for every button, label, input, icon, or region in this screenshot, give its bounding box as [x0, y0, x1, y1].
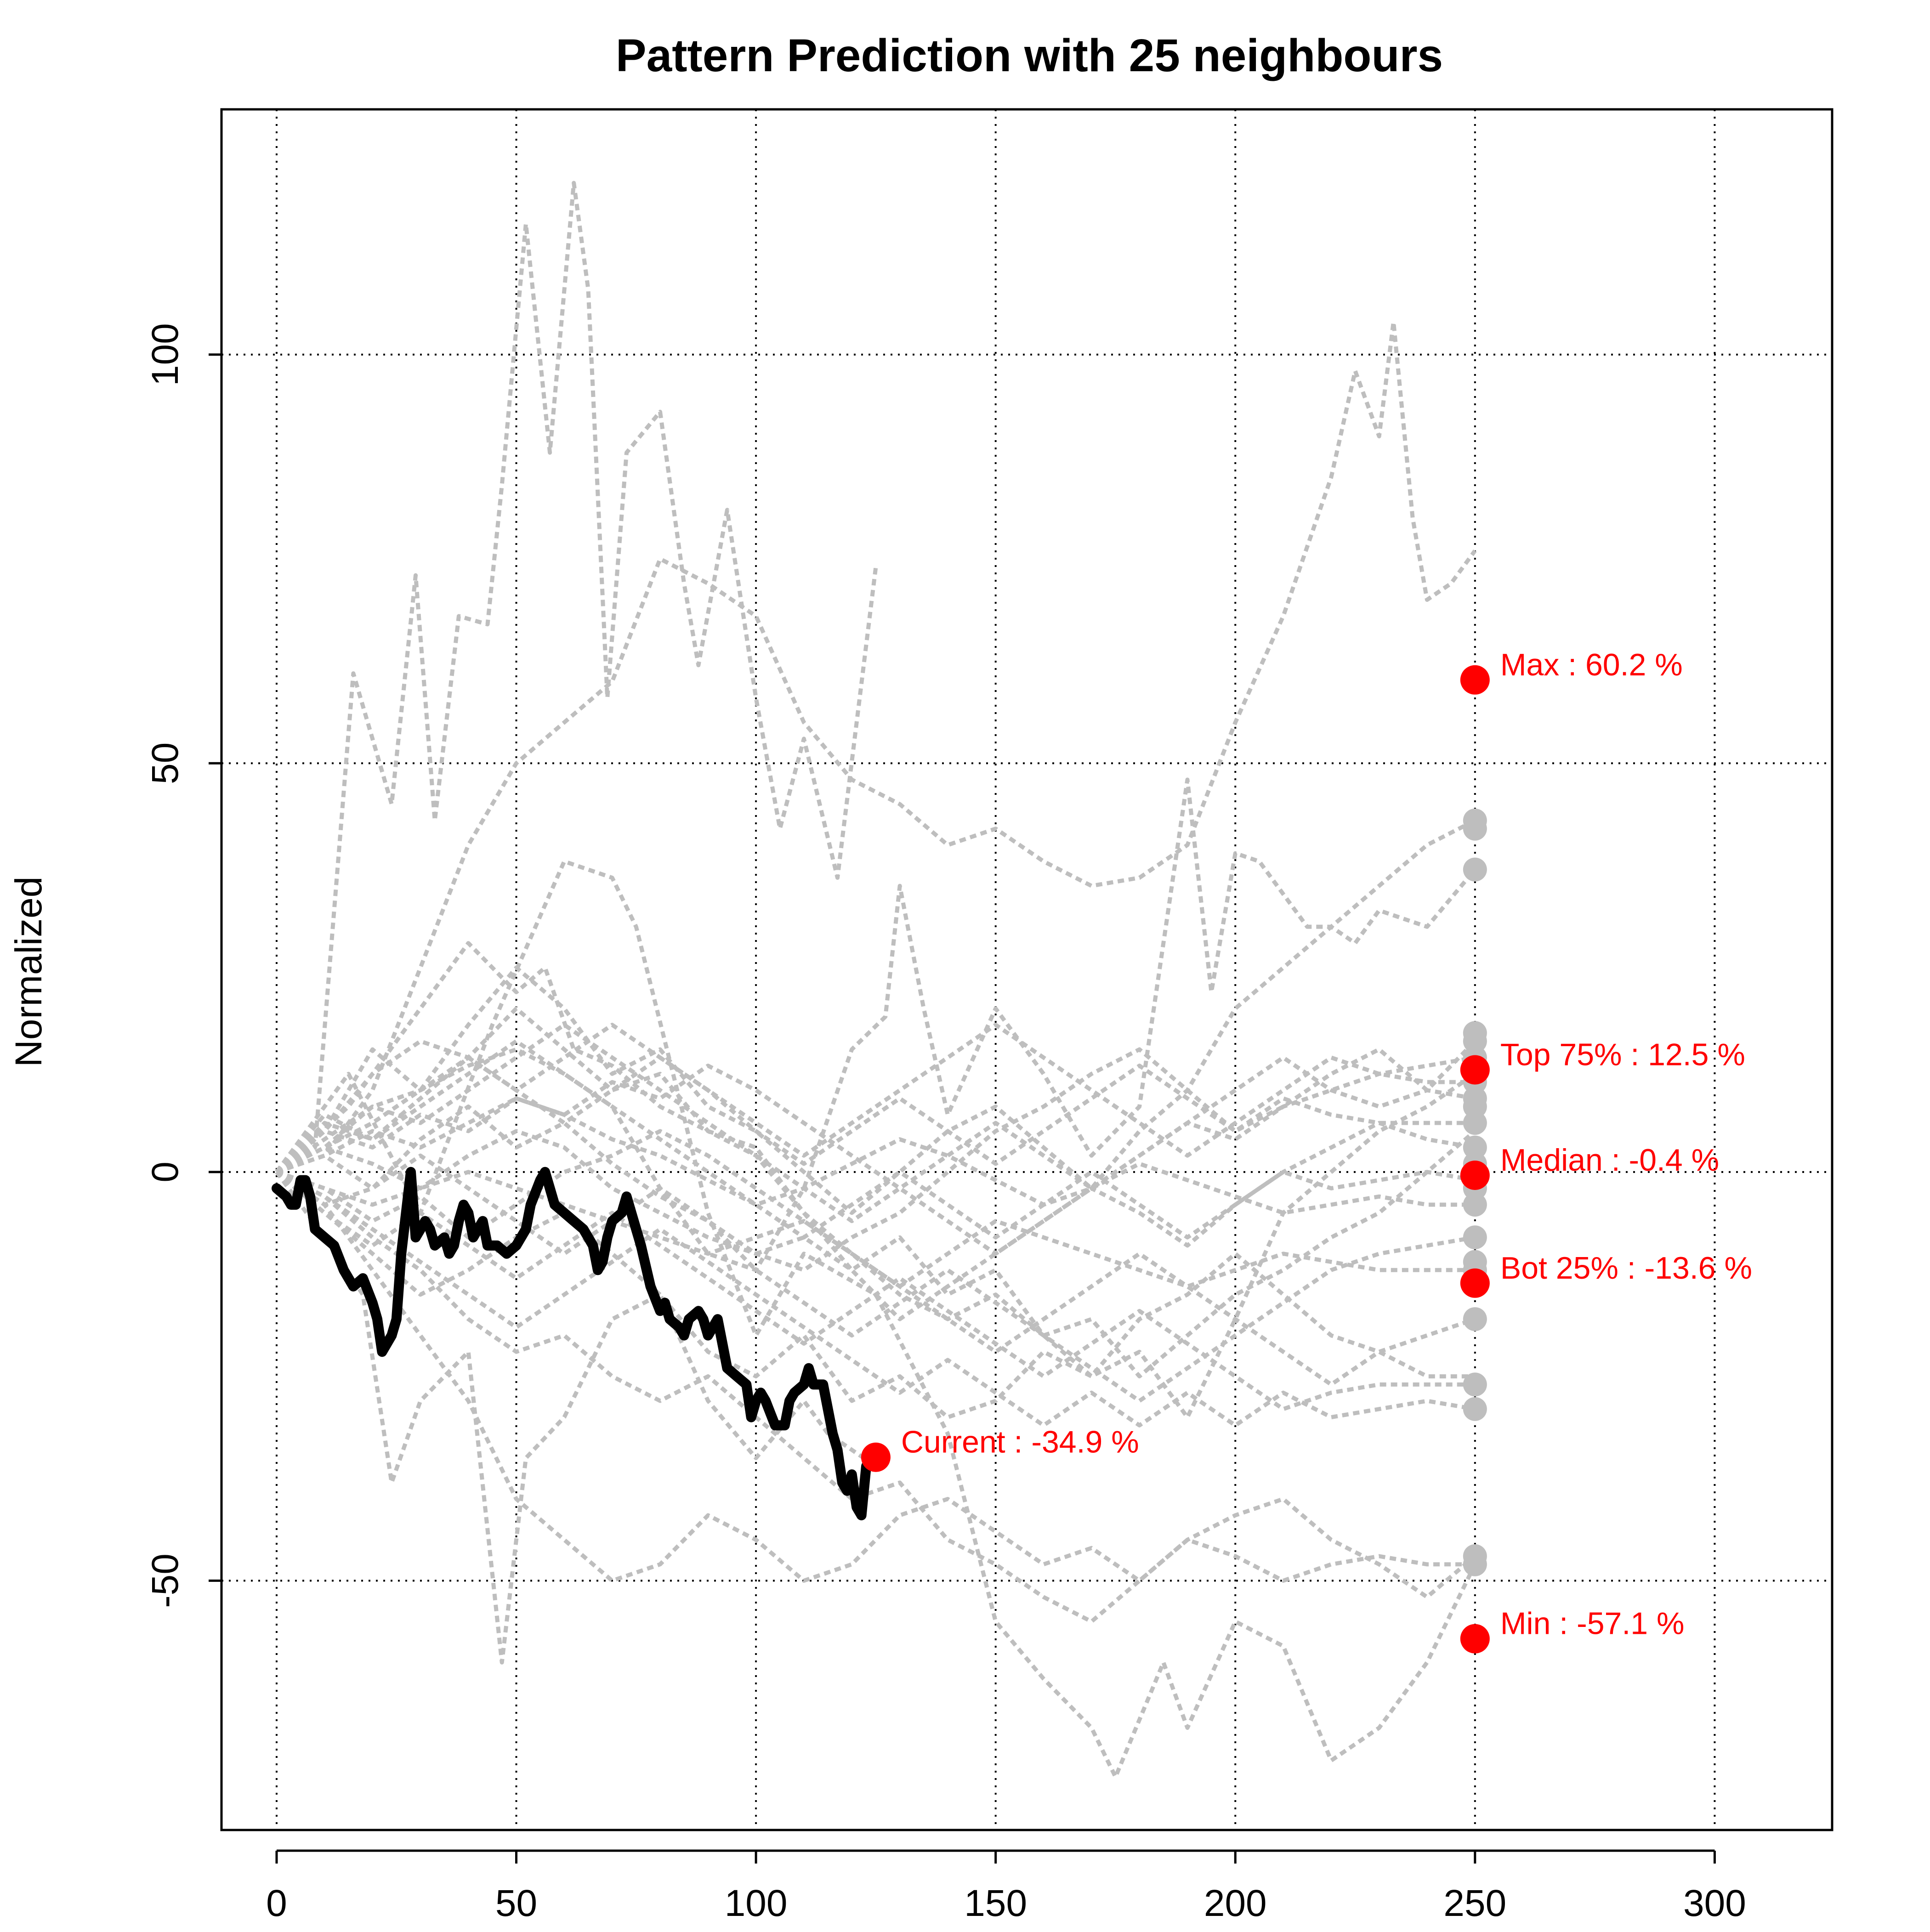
plot-frame — [220, 108, 1834, 1831]
series-neighbour-18 — [275, 1055, 1476, 1256]
y-tick-label-50: 50 — [144, 742, 186, 784]
series-current — [272, 1167, 876, 1520]
neighbour-endpoint-24 — [1463, 1552, 1487, 1576]
series-neighbour-17 — [275, 1170, 1476, 1428]
neighbour-endpoint-16 — [1463, 1192, 1487, 1217]
x-tick-label-100: 100 — [725, 1882, 788, 1924]
y-axis-label: Normalized — [8, 877, 50, 1067]
x-tick-label-200: 200 — [1204, 1882, 1267, 1924]
series-neighbour-10 — [275, 818, 1476, 1215]
series-neighbour-9 — [275, 1170, 1476, 1624]
marker-label-6: Current : -34.9 % — [901, 1425, 1139, 1460]
neighbour-endpoint-17 — [1463, 1225, 1487, 1250]
series-neighbour-14 — [275, 1153, 1476, 1403]
x-tick-label-50: 50 — [495, 1882, 537, 1924]
x-tick-label-0: 0 — [266, 1882, 287, 1924]
markers-layer: Max : 60.2 % Top 75% : 12.5 % Median : -0.… — [861, 647, 1752, 1654]
series-neighbour-4 — [275, 777, 1477, 1272]
marker-label-4: Bot 25% : -13.6 % — [1500, 1251, 1752, 1286]
chart-title: Pattern Prediction with 25 neighbours — [616, 30, 1443, 81]
series-neighbour-13 — [275, 1023, 1476, 1224]
series-neighbour-16 — [275, 1023, 1475, 1174]
x-tick-label-250: 250 — [1443, 1882, 1506, 1924]
series-neighbour-23 — [276, 320, 1477, 1174]
neighbour-endpoint-21 — [1463, 1372, 1487, 1397]
marker-point-6 — [861, 1442, 891, 1472]
x-tick-label-150: 150 — [964, 1882, 1027, 1924]
series-neighbour-20 — [276, 1096, 1475, 1215]
marker-point-4 — [1460, 1268, 1490, 1298]
neighbour-endpoint-22 — [1463, 1397, 1487, 1421]
marker-point-1 — [1460, 665, 1490, 695]
series-neighbour-22 — [275, 1170, 1475, 1411]
marker-point-5 — [1460, 1624, 1490, 1654]
marker-label-3: Median : -0.4 % — [1500, 1143, 1719, 1178]
x-tick-label-300: 300 — [1683, 1882, 1746, 1924]
marker-label-5: Min : -57.1 % — [1500, 1606, 1685, 1641]
neighbour-endpoint-3 — [1463, 857, 1487, 882]
neighbour-endpoint-5 — [1463, 1029, 1487, 1054]
y-tick-label-100: 100 — [144, 323, 186, 386]
series-neighbour-19 — [276, 1170, 1475, 1289]
series-neighbour-6 — [275, 1006, 1476, 1379]
current-series-layer — [272, 1167, 876, 1520]
series-neighbour-5 — [275, 941, 1476, 1420]
marker-point-3 — [1460, 1160, 1490, 1190]
neighbour-endpoint-10 — [1463, 1094, 1487, 1119]
marker-point-2 — [1460, 1055, 1490, 1085]
marker-label-2: Top 75% : 12.5 % — [1500, 1037, 1745, 1072]
series-neighbour-1 — [275, 181, 878, 1174]
neighbour-endpoint-2 — [1463, 816, 1487, 841]
neighbour-endpoint-12 — [1463, 1135, 1487, 1160]
series-neighbour-3 — [275, 859, 1477, 1779]
axes-layer: 0 50 100 150 200 250 300 -50 0 50 100 — [144, 323, 1746, 1924]
y-tick-label--50: -50 — [144, 1553, 186, 1608]
marker-label-1: Max : 60.2 % — [1500, 647, 1683, 682]
neighbour-endpoint-11 — [1463, 1111, 1487, 1135]
neighbour-endpoint-20 — [1463, 1307, 1487, 1331]
series-neighbour-8 — [275, 1040, 1477, 1272]
y-tick-label-0: 0 — [144, 1161, 186, 1183]
series-neighbour-15 — [275, 1039, 1476, 1240]
series-neighbour-21 — [275, 1055, 1475, 1173]
series-neighbour-24 — [275, 1170, 1475, 1583]
